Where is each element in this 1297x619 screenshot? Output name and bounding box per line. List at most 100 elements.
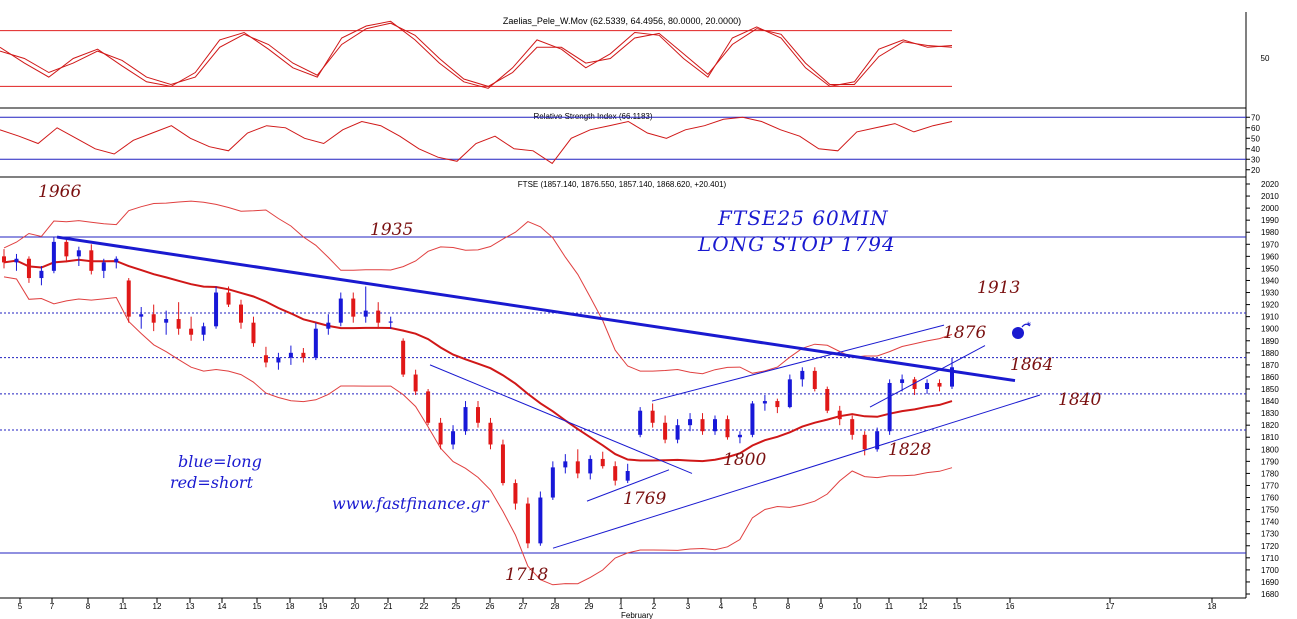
rsi-tick-label: 60 (1251, 124, 1260, 133)
x-tick-label: 12 (153, 602, 162, 611)
price-tick-label: 1690 (1261, 578, 1279, 587)
candle-body (438, 422, 443, 445)
trendlines (56, 235, 1041, 549)
candle-body (737, 434, 742, 438)
x-tick-label: 14 (218, 602, 227, 611)
lower-band (3, 276, 953, 586)
candle-body (176, 319, 181, 329)
candle-body (862, 434, 867, 450)
candle-body (14, 258, 19, 263)
oscillator-levels (0, 30, 952, 87)
candle-body (426, 391, 431, 423)
x-tick-label: 11 (119, 602, 128, 611)
x-tick-label: 15 (253, 602, 262, 611)
x-tick-label: 4 (719, 602, 724, 611)
price-y-axis: 2020 2010 2000 1990 1980 1970 1960 1950 1940 1930… (1246, 180, 1279, 599)
candle-body (625, 471, 630, 481)
oscillator-panel: Zaelias_Pele_W.Mov (62.5339, 64.4956, 80… (0, 16, 1270, 89)
price-tick-label: 1930 (1261, 289, 1279, 298)
trend-channel-line (869, 345, 986, 408)
rsi-tick-label: 40 (1251, 145, 1260, 154)
annotation-1769: 1769 (623, 489, 666, 509)
price-tick-label: 1740 (1261, 518, 1279, 527)
annotation-1966: 1966 (38, 182, 81, 202)
x-tick-label: 10 (853, 602, 862, 611)
candle-body (251, 322, 256, 344)
price-tick-label: 1950 (1261, 264, 1279, 273)
candle-body (887, 382, 892, 432)
month-label: February (621, 611, 653, 619)
candle-body (463, 407, 468, 432)
rsi-title: Relative Strength Index (66.1183) (533, 112, 652, 121)
annotation-1935: 1935 (370, 220, 413, 240)
candle-body (900, 379, 905, 383)
x-tick-label: 22 (420, 602, 429, 611)
x-tick-label: 8 (786, 602, 791, 611)
candle-body (401, 340, 406, 375)
x-tick-label: 18 (1208, 602, 1217, 611)
candle-body (101, 262, 106, 271)
x-tick-label: 29 (585, 602, 594, 611)
candle-body (39, 270, 44, 279)
candle-body (538, 497, 543, 544)
candle-body (26, 258, 31, 279)
candle-body (800, 370, 805, 380)
candle-body (688, 419, 693, 426)
candle-body (588, 458, 593, 474)
candle-body (650, 410, 655, 423)
price-tick-label: 2000 (1261, 204, 1279, 213)
candle-body (837, 410, 842, 420)
price-tick-label: 1860 (1261, 373, 1279, 382)
candle-body (488, 422, 493, 445)
candle-body (750, 403, 755, 435)
candle-body (413, 374, 418, 392)
candle-body (950, 367, 954, 387)
price-levels (0, 236, 1246, 554)
x-tick-label: 12 (919, 602, 928, 611)
annotation-1876: 1876 (943, 323, 986, 343)
annotation-1913: 1913 (977, 278, 1020, 298)
rsi-tick-label: 20 (1251, 166, 1260, 175)
candle-body (301, 352, 306, 358)
main-downtrend-line (56, 235, 1016, 383)
candle-body (363, 310, 368, 317)
candle-body (288, 352, 293, 358)
price-tick-label: 1910 (1261, 313, 1279, 322)
x-tick-label: 2 (652, 602, 657, 611)
candle-body (263, 355, 268, 363)
price-tick-label: 1980 (1261, 228, 1279, 237)
candle-body (937, 382, 942, 387)
candle-body (139, 314, 144, 317)
candle-body (925, 382, 930, 389)
price-tick-label: 1870 (1261, 361, 1279, 370)
price-tick-label: 1960 (1261, 252, 1279, 261)
x-tick-label: 5 (753, 602, 758, 611)
price-tick-label: 1970 (1261, 240, 1279, 249)
annotation-1864: 1864 (1010, 355, 1053, 375)
price-tick-label: 1720 (1261, 542, 1279, 551)
oscillator-line-1 (0, 20, 953, 89)
candle-body (850, 419, 855, 435)
candle-body (787, 379, 792, 408)
candle-body (338, 298, 343, 323)
chart-frame (0, 12, 1247, 599)
price-tick-label: 1820 (1261, 421, 1279, 430)
candle-body (376, 310, 381, 323)
price-tick-label: 1710 (1261, 554, 1279, 563)
candle-body (326, 322, 331, 329)
price-tick-label: 1890 (1261, 337, 1279, 346)
price-tick-label: 1990 (1261, 216, 1279, 225)
candle-body (563, 461, 568, 468)
price-panel: FTSE (1857.140, 1876.550, 1857.140, 1868… (0, 180, 1279, 619)
candle-body (638, 410, 643, 435)
x-tick-label: 8 (86, 602, 91, 611)
legend-blue-long: blue=long (178, 452, 262, 471)
price-tick-label: 1880 (1261, 349, 1279, 358)
candle-body (575, 461, 580, 474)
candle-body (276, 357, 281, 363)
candle-body (700, 419, 705, 432)
x-tick-label: 7 (50, 602, 55, 611)
x-tick-label: 13 (186, 602, 195, 611)
price-tick-label: 1810 (1261, 433, 1279, 442)
